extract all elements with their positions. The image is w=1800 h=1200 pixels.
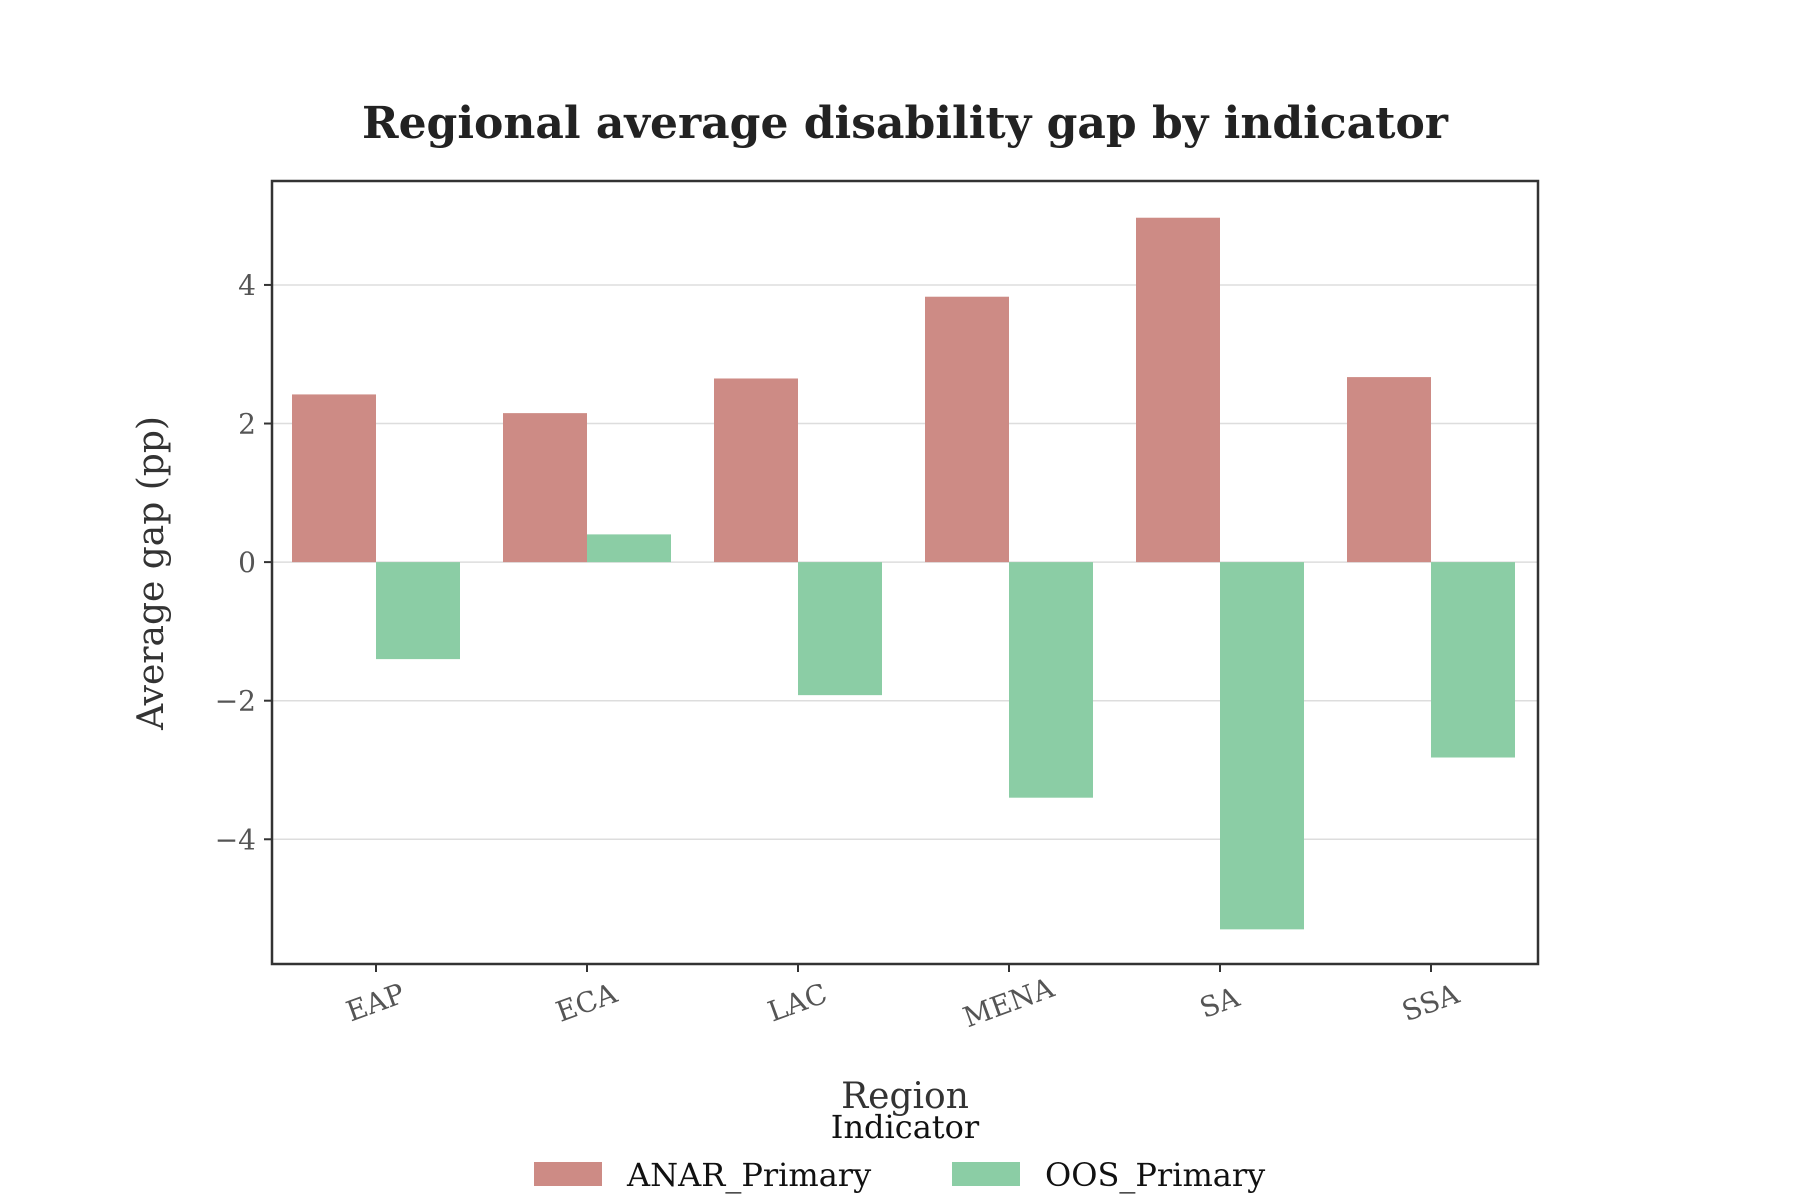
y-tick-label: 4: [238, 269, 256, 302]
x-tick-label: LAC: [764, 977, 832, 1029]
bar-anar-primary-eap: [292, 394, 376, 563]
y-tick-label: 2: [238, 408, 256, 441]
bars: [292, 217, 1515, 930]
legend-swatch: [952, 1162, 1020, 1186]
legend-label: OOS_Primary: [1045, 1156, 1265, 1194]
x-tick-label: SSA: [1398, 977, 1465, 1028]
legend-label: ANAR_Primary: [626, 1156, 871, 1194]
bar-anar-primary-ssa: [1347, 377, 1431, 563]
y-tick-label: −2: [215, 685, 256, 718]
legend-title: Indicator: [831, 1108, 980, 1146]
bar-oos-primary-eap: [376, 562, 460, 660]
chart-title: Regional average disability gap by indic…: [362, 98, 1449, 149]
bar-oos-primary-sa: [1220, 562, 1304, 930]
y-axis-label: Average gap (pp): [131, 416, 172, 731]
bar-oos-primary-lac: [798, 562, 882, 696]
legend: Indicator ANAR_Primary OOS_Primary: [534, 1108, 1265, 1194]
x-tick-label: ECA: [552, 976, 622, 1029]
bar-anar-primary-sa: [1136, 217, 1220, 563]
bar-oos-primary-eca: [587, 534, 671, 563]
bar-anar-primary-mena: [925, 296, 1009, 563]
grid-lines: [272, 284, 1538, 841]
bar-oos-primary-mena: [1009, 562, 1093, 798]
y-tick-label: 0: [238, 546, 256, 579]
x-tick-label: EAP: [342, 977, 409, 1028]
bar-anar-primary-lac: [714, 378, 798, 563]
bar-oos-primary-ssa: [1431, 562, 1515, 758]
legend-swatch: [534, 1162, 602, 1186]
y-tick-label: −4: [215, 823, 256, 856]
y-axis: −4 −2 0 2 4: [215, 269, 272, 856]
plot-frame: [270, 179, 1540, 966]
x-tick-label: MENA: [959, 971, 1059, 1034]
x-axis-label: Region: [841, 1076, 969, 1117]
x-axis: EAP ECA LAC MENA SA SSA: [342, 964, 1464, 1034]
x-tick-label: SA: [1195, 980, 1244, 1025]
bar-anar-primary-eca: [503, 413, 587, 563]
